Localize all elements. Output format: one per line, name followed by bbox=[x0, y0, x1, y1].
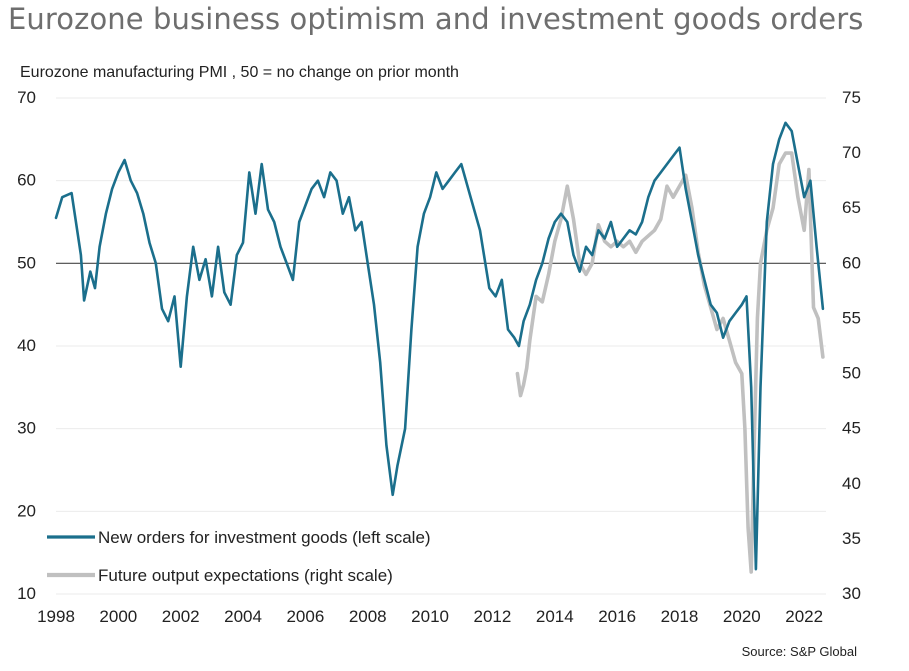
y-right-tick-label: 55 bbox=[842, 308, 861, 327]
gridlines bbox=[56, 97, 826, 595]
y-right-tick-label: 70 bbox=[842, 143, 861, 162]
y-left-tick-label: 30 bbox=[17, 419, 36, 438]
x-tick-label: 2018 bbox=[661, 607, 699, 626]
y-right-tick-label: 75 bbox=[842, 88, 861, 107]
x-tick-label: 2022 bbox=[785, 607, 823, 626]
y-right-tick-label: 45 bbox=[842, 419, 861, 438]
x-tick-label: 2020 bbox=[723, 607, 761, 626]
series-lines bbox=[54, 121, 825, 574]
y-left-tick-label: 40 bbox=[17, 336, 36, 355]
y-left-tick-label: 70 bbox=[17, 88, 36, 107]
chart-source: Source: S&P Global bbox=[741, 644, 857, 659]
axis-ticks: 10 20 30 40 50 60 70 30 35 40 45 50 55 60 65 70 75 1998 20… bbox=[17, 88, 861, 626]
chart-subtitle: Eurozone manufacturing PMI , 50 = no cha… bbox=[20, 64, 459, 81]
series-line-new-orders bbox=[54, 121, 825, 571]
y-right-tick-label: 50 bbox=[842, 364, 861, 383]
y-right-tick-label: 40 bbox=[842, 474, 861, 493]
y-left-tick-label: 60 bbox=[17, 171, 36, 190]
x-tick-label: 2012 bbox=[474, 607, 512, 626]
x-tick-label: 1998 bbox=[37, 607, 75, 626]
y-right-tick-label: 60 bbox=[842, 253, 861, 272]
y-right-tick-label: 65 bbox=[842, 198, 861, 217]
y-left-tick-label: 10 bbox=[17, 584, 36, 603]
y-left-tick-label: 50 bbox=[17, 253, 36, 272]
y-right-tick-label: 35 bbox=[842, 529, 861, 548]
x-tick-label: 2008 bbox=[349, 607, 387, 626]
x-tick-label: 2016 bbox=[598, 607, 636, 626]
y-left-tick-label: 20 bbox=[17, 501, 36, 520]
chart-title: Eurozone business optimism and investmen… bbox=[8, 2, 864, 36]
x-tick-label: 2000 bbox=[99, 607, 137, 626]
x-tick-label: 2006 bbox=[286, 607, 324, 626]
y-right-tick-label: 30 bbox=[842, 584, 861, 603]
x-tick-label: 2010 bbox=[411, 607, 449, 626]
legend-label-future-output: Future output expectations (right scale) bbox=[98, 566, 393, 585]
x-tick-label: 2002 bbox=[162, 607, 200, 626]
x-tick-label: 2014 bbox=[536, 607, 574, 626]
x-tick-label: 2004 bbox=[224, 607, 262, 626]
legend-label-new-orders: New orders for investment goods (left sc… bbox=[98, 528, 431, 547]
legend: New orders for investment goods (left sc… bbox=[47, 528, 431, 585]
